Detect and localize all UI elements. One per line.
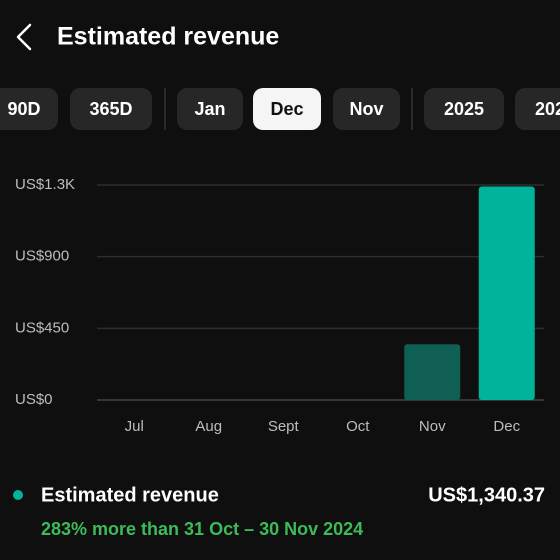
filter-chip[interactable] [333,88,400,130]
page-title: Estimated revenue [57,23,279,51]
x-tick-label: Sept [268,418,300,435]
filter-chip-label[interactable]: 90D [7,99,40,119]
summary-change: 283% more than 31 Oct – 30 Nov 2024 [41,519,363,539]
bar [478,186,535,400]
x-tick-label: Aug [195,418,222,435]
summary-label: Estimated revenue [41,484,219,506]
y-tick-label: US$0 [15,391,53,408]
summary: Estimated revenue US$1,340.37 283% more … [13,484,545,539]
filter-bar: 90D 365D Jan Dec Nov 2025 2024 [0,88,560,130]
x-tick-label: Nov [419,418,446,435]
filter-chip-label[interactable]: Nov [349,99,383,119]
filter-chip[interactable] [70,88,152,130]
filter-chip-label[interactable]: 2024 [535,99,560,119]
filter-chip[interactable] [177,88,243,130]
filter-chip-label[interactable]: 365D [89,99,132,119]
filter-chip-label[interactable]: 2025 [444,99,484,119]
chart: US$0 US$450 US$900 US$1.3K Jul Aug Sept Oct Nov D… [15,176,544,435]
filter-chip[interactable] [253,88,321,130]
filter-chip[interactable] [515,88,560,130]
x-tick-label: Jul [125,418,144,435]
summary-amount: US$1,340.37 [428,484,545,506]
y-tick-label: US$900 [15,248,69,265]
filter-chip-label[interactable]: Jan [194,99,225,119]
filter-chip-label[interactable]: Dec [270,99,303,119]
y-tick-label: US$450 [15,319,69,336]
y-tick-label: US$1.3K [15,176,75,193]
legend-dot [13,490,23,500]
bar [404,344,461,400]
x-tick-label: Dec [493,418,520,435]
filter-chip[interactable] [424,88,504,130]
filter-chip[interactable] [0,88,58,130]
back-button[interactable] [16,23,32,51]
x-tick-label: Oct [346,418,370,435]
